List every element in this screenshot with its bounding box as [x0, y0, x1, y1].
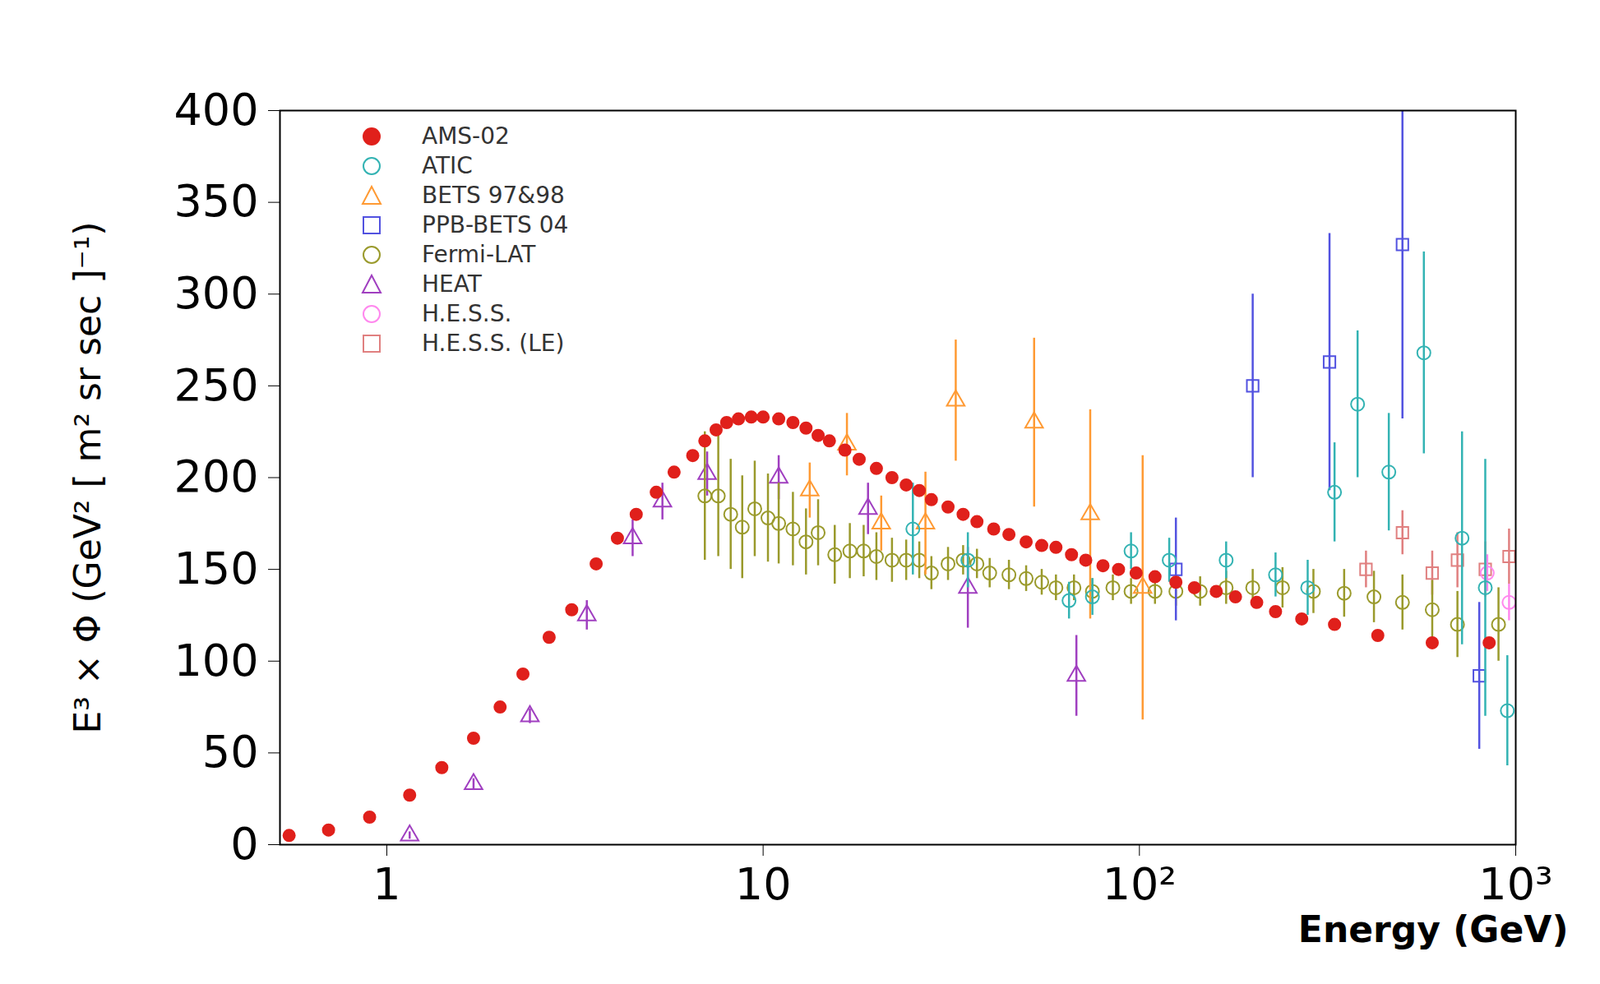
html-text:H.E.S.S. (LE): H.E.S.S. (LE)	[421, 329, 565, 357]
svg-text:10²: 10²	[1102, 858, 1177, 911]
svg-text:200: 200	[173, 450, 259, 503]
svg-text:1: 1	[372, 858, 401, 911]
html-text:Fermi-LAT: Fermi-LAT	[421, 240, 536, 269]
svg-text:50: 50	[202, 726, 259, 778]
html-text:AMS-02: AMS-02	[421, 122, 510, 150]
svg-text:E³ × Φ (GeV² [ m² sr sec ]⁻¹): E³ × Φ (GeV² [ m² sr sec ]⁻¹)	[66, 221, 109, 735]
svg-text:0: 0	[230, 818, 259, 870]
svg-text:Energy (GeV): Energy (GeV)	[1298, 908, 1569, 951]
svg-text:400: 400	[173, 83, 259, 136]
svg-text:100: 100	[173, 634, 259, 687]
html-text:ATIC: ATIC	[421, 152, 473, 180]
svg-text:250: 250	[173, 359, 259, 412]
html-text:HEAT: HEAT	[421, 270, 482, 298]
html-text:PPB-BETS 04: PPB-BETS 04	[421, 211, 569, 239]
html-text:H.E.S.S.: H.E.S.S.	[421, 300, 512, 328]
html-text:BETS 97&98: BETS 97&98	[421, 181, 565, 209]
svg-text:10³: 10³	[1478, 858, 1553, 911]
svg-text:300: 300	[173, 267, 259, 320]
svg-text:150: 150	[173, 542, 259, 595]
svg-text:10: 10	[735, 858, 792, 911]
svg-text:350: 350	[173, 175, 259, 227]
